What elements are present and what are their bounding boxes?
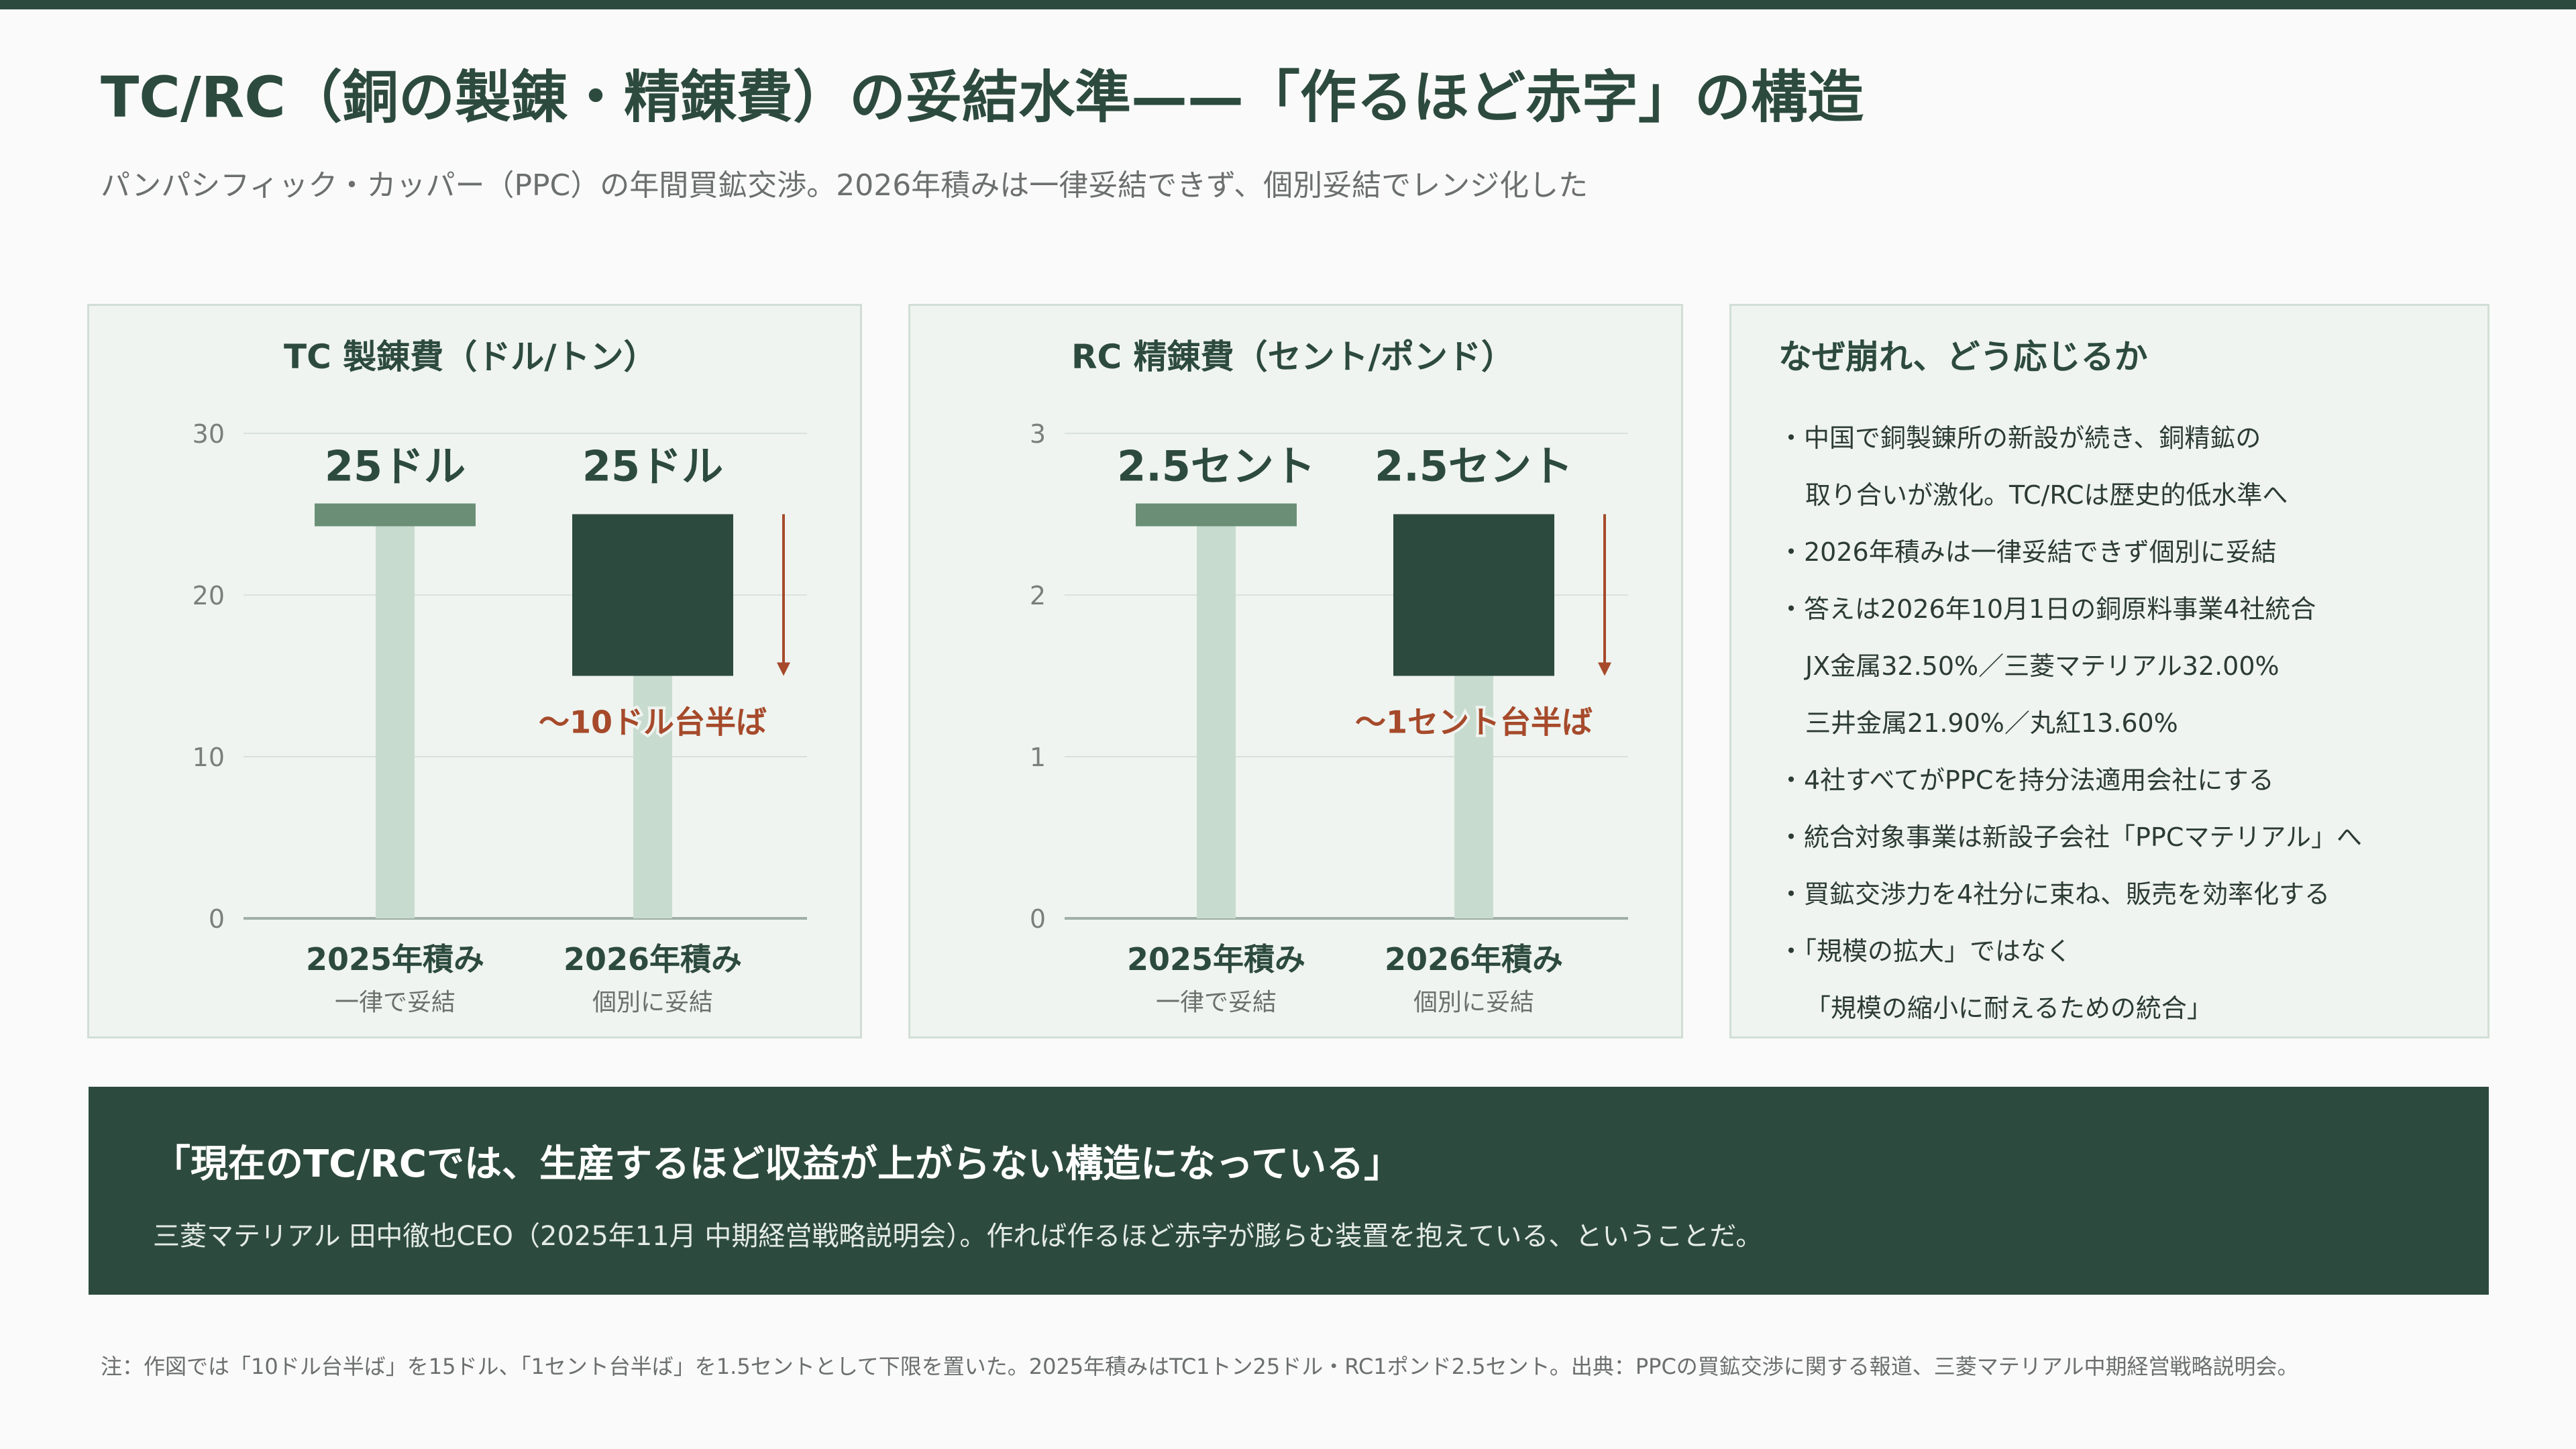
category-sublabel: 個別に妥結 bbox=[1413, 989, 1534, 1016]
note-line: JX金属32.50%／三菱マテリアル32.00% bbox=[1805, 651, 2279, 681]
y-tick-label: 1 bbox=[1030, 743, 1046, 772]
note-line: ・買鉱交渉力を4社分に束ね、販売を効率化する bbox=[1778, 879, 2330, 909]
y-tick-label: 2 bbox=[1030, 581, 1046, 610]
range-box bbox=[572, 514, 733, 676]
note-line: ・中国で銅製錬所の新設が続き、銅精鉱の bbox=[1778, 423, 2261, 453]
note-line: ・4社すべてがPPCを持分法適用会社にする bbox=[1778, 765, 2274, 795]
page-title: TC/RC（銅の製錬・精錬費）の妥結水準——「作るほど赤字」の構造 bbox=[101, 64, 1864, 130]
y-tick-label: 30 bbox=[193, 419, 225, 449]
value-label: 25ドル bbox=[582, 442, 723, 491]
category-label: 2025年積み bbox=[306, 941, 484, 977]
category-label: 2026年積み bbox=[564, 941, 742, 977]
bar-stem bbox=[376, 514, 415, 918]
y-tick-label: 0 bbox=[209, 904, 225, 934]
y-tick-label: 20 bbox=[193, 581, 225, 610]
note-line: ・答えは2026年10月1日の銅原料事業4社統合 bbox=[1778, 594, 2316, 624]
notes-list: ・中国で銅製錬所の新設が続き、銅精鉱の 取り合いが激化。TC/RCは歴史的低水準… bbox=[1778, 410, 2461, 1037]
category-label: 2025年積み bbox=[1127, 941, 1305, 977]
tc-chart-title: TC 製錬費（ドル/トン） bbox=[284, 337, 657, 376]
category-sublabel: 一律で妥結 bbox=[1156, 989, 1277, 1016]
top-accent-bar bbox=[0, 0, 2576, 9]
down-arrow-head bbox=[777, 662, 790, 676]
note-line: ・統合対象事業は新設子会社「PPCマテリアル」へ bbox=[1778, 822, 2362, 852]
rc-chart-panel: RC 精錬費（セント/ポンド） 0 1 2 3 2.5セント〜1セント台半ば 2.5セント… bbox=[908, 304, 1683, 1038]
category-sublabel: 個別に妥結 bbox=[592, 989, 713, 1016]
note-line: 取り合いが激化。TC/RCは歴史的低水準へ bbox=[1805, 480, 2288, 510]
footnote: 注：作図では「10ドル台半ば」を15ドル、「1セント台半ば」を1.5セントとして… bbox=[101, 1354, 2299, 1379]
notes-panel: なぜ崩れ、どう応じるか ・中国で銅製錬所の新設が続き、銅精鉱の 取り合いが激化。… bbox=[1729, 304, 2489, 1038]
range-low-label: 〜10ドル台半ば bbox=[539, 704, 767, 741]
category-sublabel: 一律で妥結 bbox=[335, 989, 455, 1016]
down-arrow-head bbox=[1598, 662, 1611, 676]
notes-title: なぜ崩れ、どう応じるか bbox=[1778, 337, 2148, 376]
note-line: 「規模の縮小に耐えるための統合」 bbox=[1805, 994, 2212, 1023]
value-label: 2.5セント bbox=[1375, 442, 1573, 491]
quote-box: 「現在のTC/RCでは、生産するほど収益が上がらない構造になっている」 三菱マテ… bbox=[89, 1087, 2489, 1295]
bar-cap bbox=[1136, 503, 1297, 527]
rc-chart-title: RC 精錬費（セント/ポンド） bbox=[1071, 337, 1515, 376]
page-subtitle: パンパシフィック・カッパー（PPC）の年間買鉱交渉。2026年積みは一律妥結でき… bbox=[101, 168, 1589, 203]
y-tick-label: 10 bbox=[193, 743, 225, 772]
bar-cap bbox=[315, 503, 476, 527]
value-label: 2.5セント bbox=[1117, 442, 1316, 491]
tc-chart-panel: TC 製錬費（ドル/トン） 0 10 20 30 25ドル〜10ドル台半ば 25ドル 202… bbox=[87, 304, 862, 1038]
note-line: ・2026年積みは一律妥結できず個別に妥結 bbox=[1778, 537, 2277, 567]
range-low-label: 〜1セント台半ば bbox=[1355, 704, 1593, 741]
note-line: 三井金属21.90%／丸紅13.60% bbox=[1805, 708, 2178, 738]
category-label: 2026年積み bbox=[1385, 941, 1563, 977]
note-line: ・「規模の拡大」ではなく bbox=[1778, 936, 2072, 966]
quote-attribution: 三菱マテリアル 田中徹也CEO（2025年11月 中期経営戦略説明会）。作れば作… bbox=[153, 1221, 1763, 1252]
bar-stem bbox=[1197, 514, 1236, 918]
range-box bbox=[1393, 514, 1554, 676]
y-tick-label: 0 bbox=[1030, 904, 1046, 934]
quote-text: 「現在のTC/RCでは、生産するほど収益が上がらない構造になっている」 bbox=[153, 1142, 1402, 1186]
value-label: 25ドル bbox=[325, 442, 466, 491]
y-tick-label: 3 bbox=[1030, 419, 1046, 449]
